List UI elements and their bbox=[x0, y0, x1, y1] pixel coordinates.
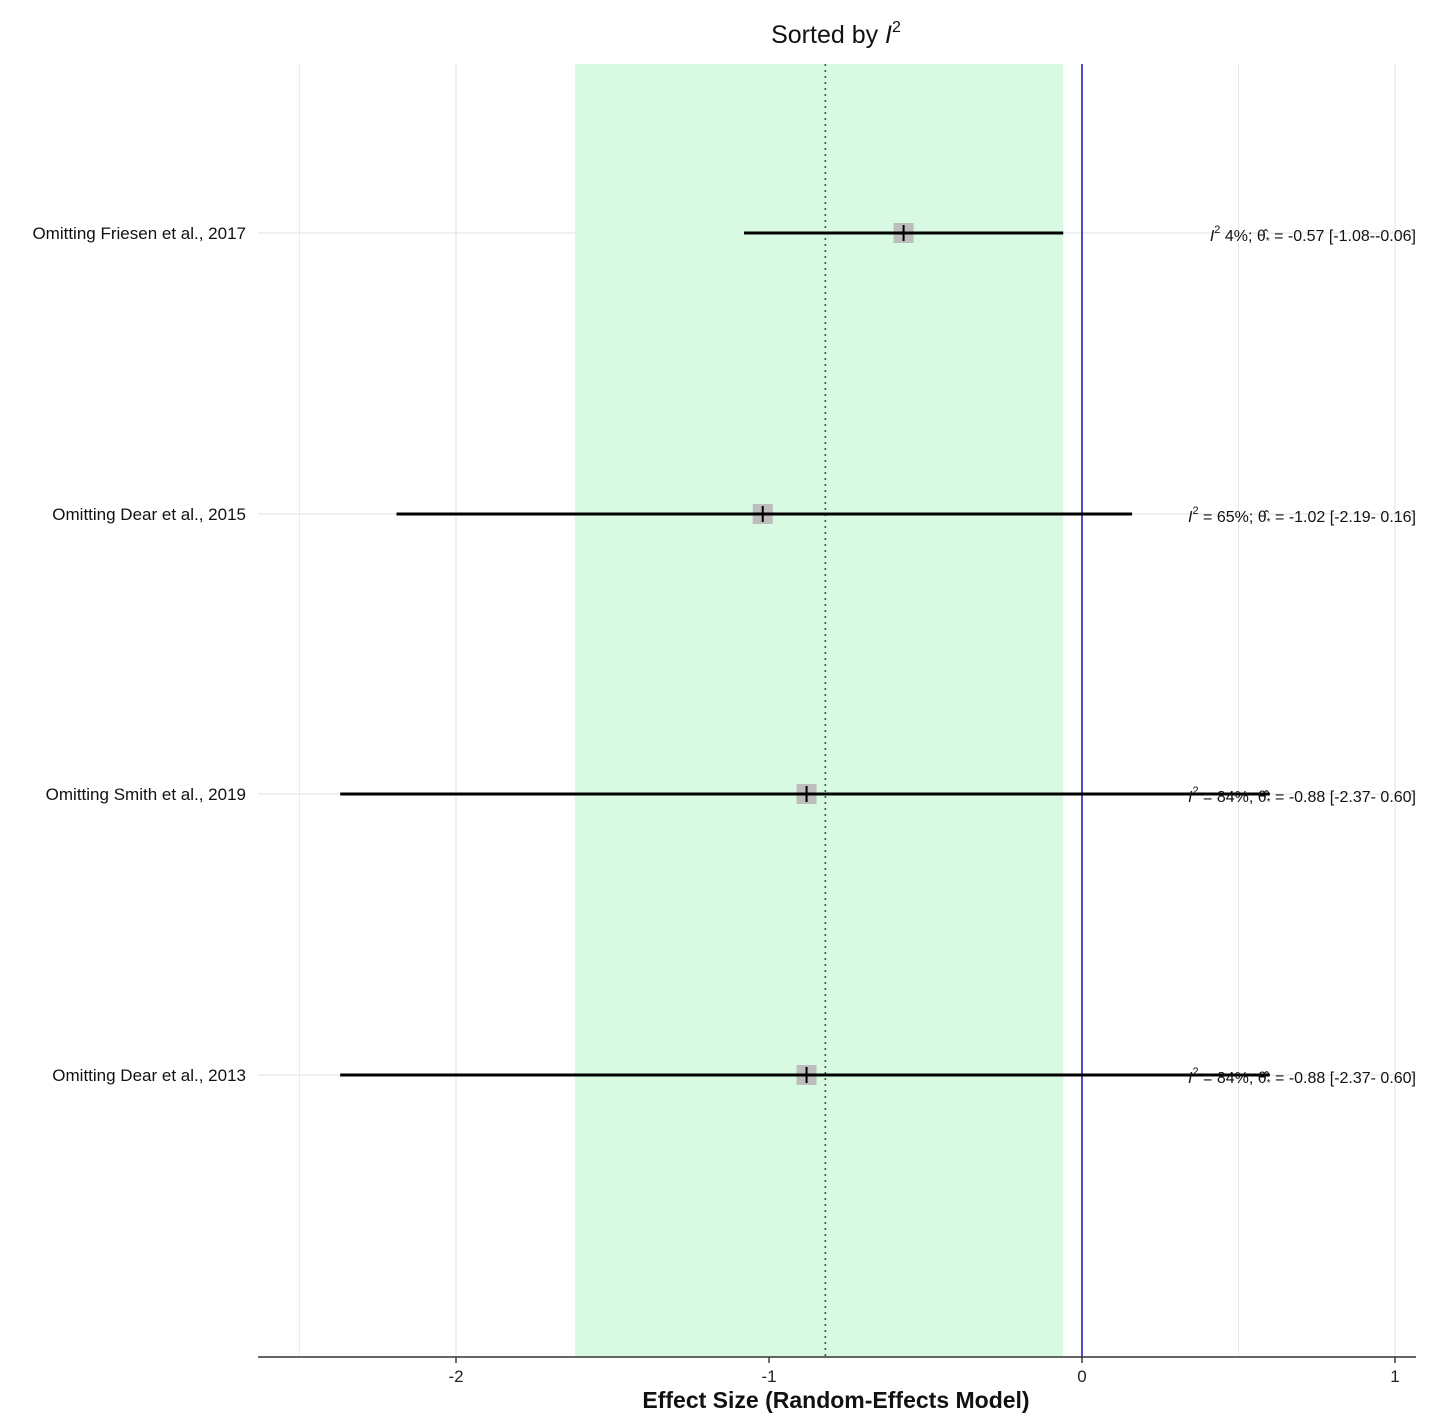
reference-lines-layer bbox=[824, 64, 1083, 1357]
study-row: Omitting Dear et al., 2015 I2 = 65%; θ̂* … bbox=[52, 504, 1416, 528]
study-label: Omitting Dear et al., 2015 bbox=[52, 505, 246, 524]
chart-title-text: Sorted by I2 bbox=[771, 19, 901, 49]
x-tick-label: -1 bbox=[761, 1367, 776, 1386]
studies-layer: Omitting Friesen et al., 2017 I2 4%; θ̂* … bbox=[32, 223, 1416, 1089]
study-stat-label: I2 = 84%; θ̂* = -0.88 [-2.37- 0.60] bbox=[1188, 1066, 1416, 1089]
study-label: Omitting Friesen et al., 2017 bbox=[32, 224, 246, 243]
x-axis: -2 -1 0 1 bbox=[258, 1356, 1416, 1386]
study-label: Omitting Dear et al., 2013 bbox=[52, 1066, 246, 1085]
pooled-ci-band bbox=[574, 64, 1064, 1357]
x-tick-label: 1 bbox=[1390, 1367, 1399, 1386]
chart-title: Sorted by I2 bbox=[771, 19, 901, 49]
study-label: Omitting Smith et al., 2019 bbox=[46, 785, 246, 804]
x-axis-label: Effect Size (Random-Effects Model) bbox=[642, 1387, 1029, 1413]
x-tick-label: 0 bbox=[1077, 1367, 1086, 1386]
study-row: Omitting Smith et al., 2019 I2 = 84%; θ̂*… bbox=[46, 784, 1416, 808]
x-tick-label: -2 bbox=[448, 1367, 463, 1386]
study-stat-label: I2 = 84%; θ̂* = -0.88 [-2.37- 0.60] bbox=[1188, 785, 1416, 808]
study-stat-label: I2 4%; θ̂* = -0.57 [-1.08--0.06] bbox=[1210, 224, 1416, 247]
study-stat-label: I2 = 65%; θ̂* = -1.02 [-2.19- 0.16] bbox=[1188, 505, 1416, 528]
study-row: Omitting Dear et al., 2013 I2 = 84%; θ̂* … bbox=[52, 1065, 1416, 1089]
pooled-ci-band-layer bbox=[574, 64, 1064, 1357]
study-row: Omitting Friesen et al., 2017 I2 4%; θ̂* … bbox=[32, 223, 1416, 247]
